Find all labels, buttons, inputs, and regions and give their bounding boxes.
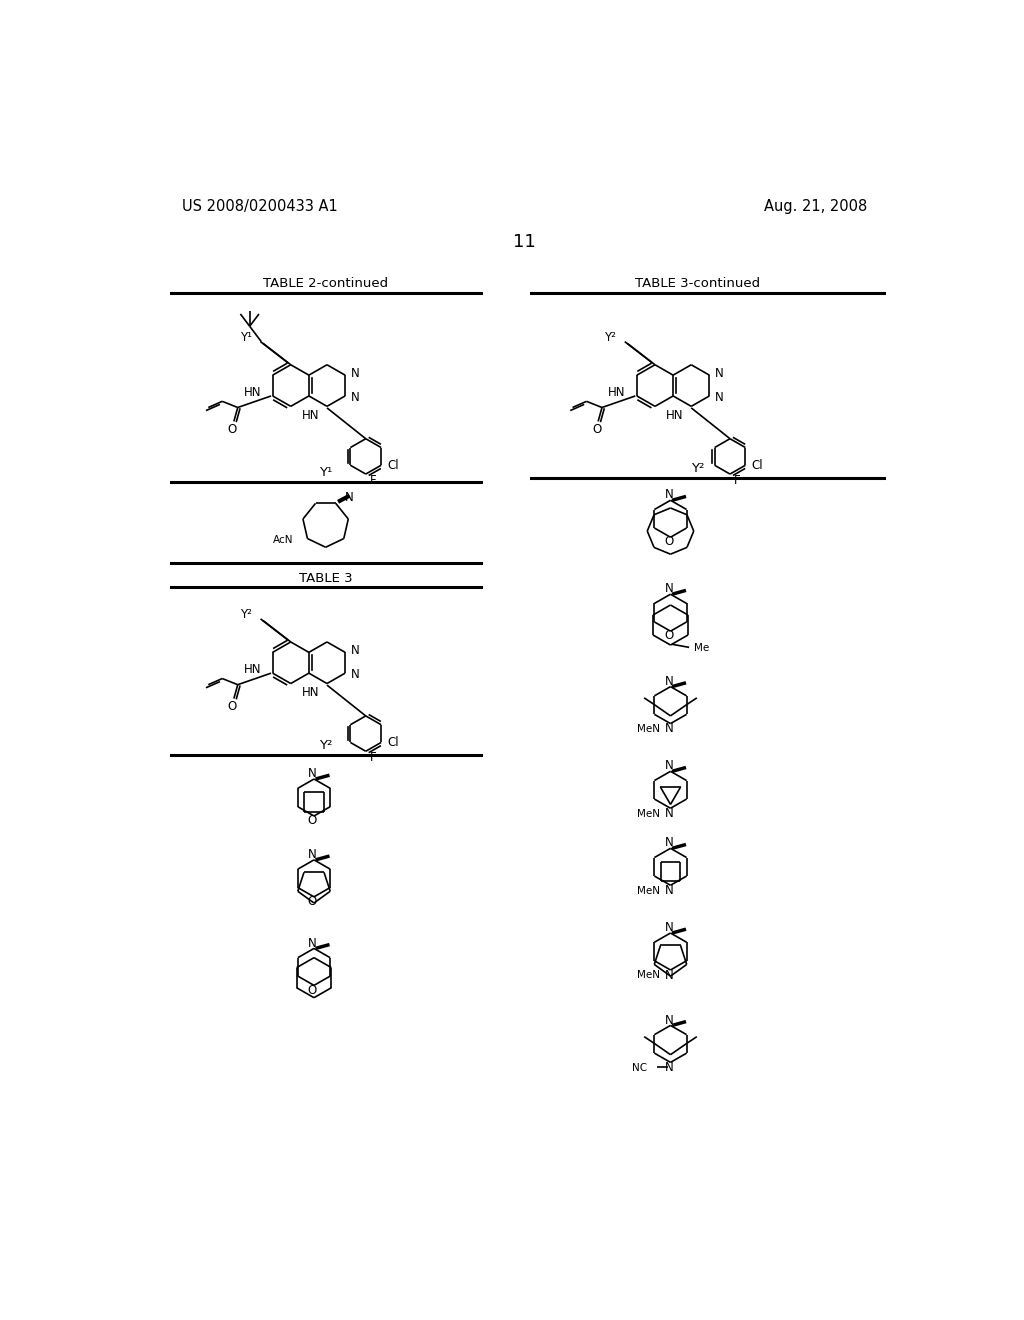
Text: N: N [308, 767, 316, 780]
Text: HN: HN [666, 409, 683, 422]
Text: Cl: Cl [387, 459, 399, 471]
Text: N: N [350, 391, 359, 404]
Text: Y²: Y² [604, 330, 616, 343]
Text: N: N [715, 367, 724, 380]
Text: O: O [227, 422, 237, 436]
Text: Y²: Y² [691, 462, 705, 475]
Text: O: O [227, 700, 237, 713]
Text: N: N [665, 837, 674, 850]
Text: F: F [734, 474, 740, 487]
Text: Y¹: Y¹ [240, 330, 252, 343]
Text: N: N [665, 675, 674, 688]
Text: MeN: MeN [637, 723, 659, 734]
Text: Aug. 21, 2008: Aug. 21, 2008 [764, 198, 867, 214]
Text: AcN: AcN [273, 535, 294, 545]
Text: HN: HN [302, 686, 319, 700]
Text: MeN: MeN [637, 809, 659, 818]
Text: N: N [665, 807, 674, 820]
Text: N: N [665, 1014, 674, 1027]
Text: O: O [308, 983, 317, 997]
Text: N: N [665, 884, 674, 898]
Text: N: N [350, 367, 359, 380]
Text: HN: HN [302, 409, 319, 422]
Text: Me: Me [693, 643, 709, 653]
Text: MeN: MeN [637, 970, 659, 981]
Text: HN: HN [244, 385, 261, 399]
Text: N: N [715, 391, 724, 404]
Text: N: N [665, 488, 674, 502]
Text: Y²: Y² [318, 739, 333, 752]
Text: O: O [592, 422, 601, 436]
Text: Y²: Y² [240, 607, 252, 620]
Text: O: O [308, 814, 317, 828]
Text: N: N [665, 921, 674, 935]
Text: TABLE 3-continued: TABLE 3-continued [635, 277, 760, 290]
Text: O: O [308, 895, 317, 908]
Text: N: N [665, 759, 674, 772]
Text: TABLE 2-continued: TABLE 2-continued [263, 277, 388, 290]
Text: Cl: Cl [752, 459, 763, 471]
Text: Cl: Cl [387, 737, 399, 748]
Text: N: N [665, 722, 674, 735]
Text: N: N [308, 847, 316, 861]
Text: F: F [370, 751, 376, 764]
Text: N: N [665, 582, 674, 595]
Text: 11: 11 [513, 232, 537, 251]
Text: O: O [665, 630, 674, 643]
Text: HN: HN [244, 663, 261, 676]
Text: NC: NC [632, 1063, 647, 1073]
Text: N: N [665, 969, 674, 982]
Text: HN: HN [608, 385, 626, 399]
Text: US 2008/0200433 A1: US 2008/0200433 A1 [182, 198, 338, 214]
Text: N: N [665, 1061, 674, 1074]
Text: N: N [308, 936, 316, 949]
Text: N: N [350, 644, 359, 657]
Text: F: F [370, 474, 376, 487]
Text: Y¹: Y¹ [319, 466, 332, 479]
Text: N: N [350, 668, 359, 681]
Text: MeN: MeN [637, 886, 659, 896]
Text: N: N [345, 491, 353, 504]
Text: TABLE 3: TABLE 3 [299, 572, 352, 585]
Text: O: O [665, 536, 674, 548]
